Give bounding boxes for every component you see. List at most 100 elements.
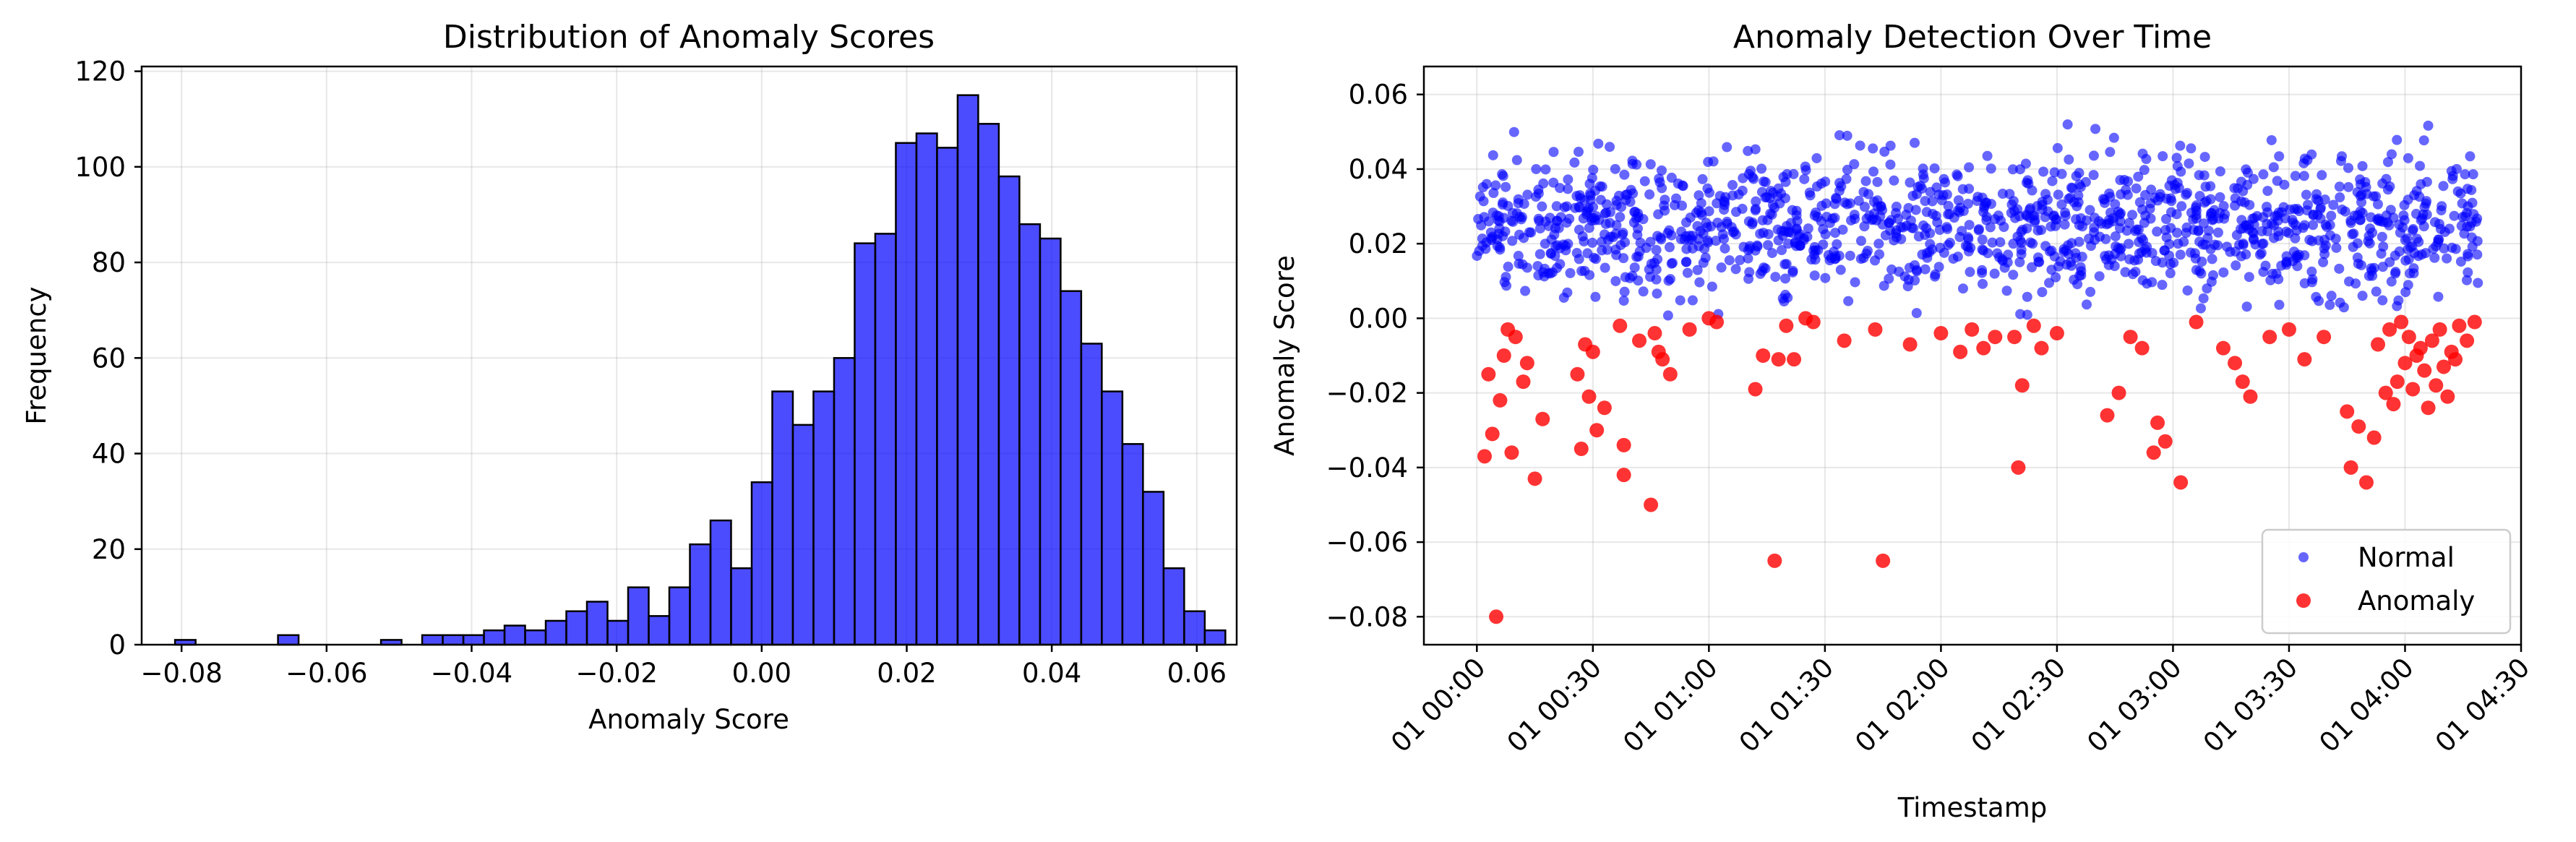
scatter-point-anomaly xyxy=(1644,497,1659,512)
scatter-point-normal xyxy=(2429,217,2440,228)
scatter-point-normal xyxy=(2139,165,2150,176)
scatter-point-normal xyxy=(1889,175,1899,186)
scatter-point-normal xyxy=(1546,234,1557,245)
scatter-point-normal xyxy=(2044,278,2055,288)
histogram-bar xyxy=(750,481,773,646)
scatter-point-normal xyxy=(2141,247,2152,258)
scatter-point-normal xyxy=(2105,207,2116,218)
scatter-point-normal xyxy=(2193,225,2204,236)
scatter-point-normal xyxy=(2085,205,2095,215)
scatter-point-normal xyxy=(2173,183,2184,194)
scatter-point-normal xyxy=(1949,212,1959,223)
scatter-point-normal xyxy=(1845,250,1855,261)
scatter-point-normal xyxy=(1587,237,1598,248)
scatter-point-normal xyxy=(1696,210,1707,220)
scatter-point-normal xyxy=(2416,179,2426,189)
scatter-point-normal xyxy=(2326,291,2337,301)
scatter-point-normal xyxy=(2157,280,2168,291)
scatter-point-normal xyxy=(1965,267,1975,278)
scatter-point-normal xyxy=(2166,196,2177,207)
scatter-point-normal xyxy=(1537,201,1547,212)
scatter-point-normal xyxy=(2467,241,2478,252)
scatter-point-normal xyxy=(2382,157,2393,168)
scatter-point-normal xyxy=(2110,199,2121,210)
scatter-point-normal xyxy=(2467,197,2478,208)
histogram-bar xyxy=(421,634,444,646)
scatter-point-normal xyxy=(2198,218,2209,229)
histogram-bar xyxy=(648,615,671,646)
scatter-point-normal xyxy=(2365,223,2376,234)
scatter-point-normal xyxy=(1811,152,1822,163)
scatter-point-normal xyxy=(1759,176,1769,187)
scatter-point-normal xyxy=(1714,191,1725,202)
scatter-point-normal xyxy=(2352,238,2363,249)
scatter-point-normal xyxy=(1941,222,1952,233)
scatter-point-normal xyxy=(1783,239,1794,249)
scatter-point-normal xyxy=(2110,231,2121,241)
scatter-point-anomaly xyxy=(2158,434,2173,449)
scatter-point-normal xyxy=(2075,181,2086,192)
scatter-point-normal xyxy=(1957,283,1968,294)
scatter-point-normal xyxy=(1777,245,1787,256)
scatter-point-anomaly xyxy=(2100,408,2115,423)
scatter-point-normal xyxy=(1548,147,1559,158)
scatter-point-normal xyxy=(2429,252,2440,263)
scatter-point-normal xyxy=(2472,249,2483,260)
scatter-point-normal xyxy=(1841,173,1852,184)
scatter-point-normal xyxy=(2241,164,2251,175)
scatter-point-anomaly xyxy=(1570,366,1585,382)
scatter-point-normal xyxy=(1873,239,1884,249)
scatter-point-normal xyxy=(2182,285,2193,296)
scatter-point-normal xyxy=(2131,183,2142,194)
scatter-point-normal xyxy=(2108,132,2119,143)
scatter-point-normal xyxy=(1929,163,1940,173)
scatter-point-normal xyxy=(1685,212,1696,223)
scatter-point-anomaly xyxy=(1516,374,1531,390)
scatter-point-normal xyxy=(2319,194,2330,205)
scatter-point-normal xyxy=(2027,185,2038,196)
scatter-point-normal xyxy=(1953,195,1964,206)
scatter-point-normal xyxy=(1692,220,1703,231)
scatter-series-normal xyxy=(1472,119,2483,321)
scatter-point-normal xyxy=(2124,254,2135,265)
scatter-point-anomaly xyxy=(1655,352,1670,367)
scatter-point-normal xyxy=(2021,177,2032,188)
scatter-point-normal xyxy=(1654,173,1665,184)
histogram-bar xyxy=(668,586,691,646)
scatter-point-normal xyxy=(2123,176,2134,186)
scatter-point-normal xyxy=(2113,243,2124,254)
scatter-point-normal xyxy=(1745,166,1756,176)
scatter-point-normal xyxy=(2145,198,2156,209)
histogram-bar xyxy=(1203,629,1227,646)
scatter-point-normal xyxy=(1600,262,1610,273)
scatter-point-normal xyxy=(1615,212,1626,223)
scatter-point-normal xyxy=(1927,196,1938,207)
scatter-point-normal xyxy=(2460,169,2470,180)
scatter-point-normal xyxy=(1573,254,1584,265)
scatter-point-normal xyxy=(2442,253,2452,264)
legend-box xyxy=(2261,528,2512,635)
scatter-point-normal xyxy=(2335,192,2345,203)
scatter-point-normal xyxy=(1743,253,1753,264)
scatter-point-normal xyxy=(2356,197,2367,207)
scatter-point-normal xyxy=(2007,164,2018,175)
scatter-point-normal xyxy=(1868,143,1879,154)
scatter-point-normal xyxy=(1743,145,1753,156)
scatter-point-normal xyxy=(2311,194,2322,205)
scatter-point-normal xyxy=(2394,219,2405,230)
scatter-point-anomaly xyxy=(2189,314,2204,330)
scatter-point-normal xyxy=(2258,239,2269,249)
scatter-point-normal xyxy=(1780,273,1791,284)
histogram-bar xyxy=(544,619,567,646)
scatter-point-anomaly xyxy=(2243,389,2258,404)
scatter-point-normal xyxy=(2038,166,2049,177)
scatter-point-normal xyxy=(1533,188,1544,199)
scatter-point-normal xyxy=(2215,192,2225,202)
scatter-point-normal xyxy=(1744,241,1755,252)
scatter-point-anomaly xyxy=(2014,378,2030,393)
scatter-point-normal xyxy=(1599,229,1610,240)
scatter-point-normal xyxy=(2212,227,2223,238)
scatter-point-normal xyxy=(2060,210,2071,221)
scatter-point-anomaly xyxy=(2405,382,2421,397)
scatter-point-normal xyxy=(2137,275,2148,285)
